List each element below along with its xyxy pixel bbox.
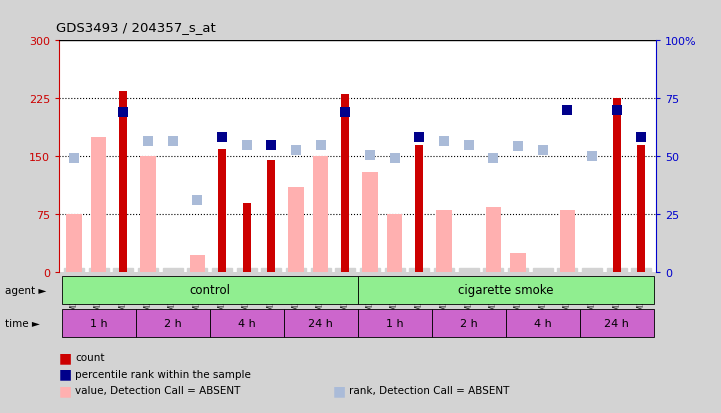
- Bar: [66, 215, 81, 273]
- Bar: [510, 253, 526, 273]
- Point: [562, 107, 573, 114]
- Bar: [613, 99, 621, 273]
- Bar: [486, 207, 501, 273]
- Point: [463, 142, 474, 149]
- Point: [142, 138, 154, 145]
- Text: time ►: time ►: [5, 318, 40, 328]
- Point: [389, 155, 400, 162]
- Bar: [283, 309, 358, 337]
- Text: ■: ■: [333, 383, 346, 397]
- Bar: [559, 211, 575, 273]
- Point: [635, 134, 647, 141]
- Point: [364, 152, 376, 159]
- Point: [192, 197, 203, 204]
- Text: agent ►: agent ►: [5, 285, 46, 295]
- Bar: [61, 276, 358, 304]
- Bar: [432, 309, 505, 337]
- Text: ■: ■: [59, 350, 72, 364]
- Point: [290, 147, 301, 154]
- Bar: [387, 215, 402, 273]
- Text: ■: ■: [59, 367, 72, 381]
- Bar: [190, 256, 205, 273]
- Point: [68, 155, 80, 162]
- Text: cigarette smoke: cigarette smoke: [458, 284, 554, 297]
- Point: [216, 134, 228, 141]
- Point: [438, 138, 450, 145]
- Text: 24 h: 24 h: [308, 318, 333, 328]
- Bar: [210, 309, 283, 337]
- Bar: [580, 309, 654, 337]
- Bar: [61, 309, 136, 337]
- Bar: [267, 161, 275, 273]
- Point: [414, 134, 425, 141]
- Text: 2 h: 2 h: [164, 318, 182, 328]
- Bar: [91, 138, 106, 273]
- Bar: [141, 157, 156, 273]
- Point: [340, 110, 351, 116]
- Bar: [288, 188, 304, 273]
- Point: [487, 155, 499, 162]
- Text: ■: ■: [59, 383, 72, 397]
- Text: count: count: [75, 352, 105, 362]
- Bar: [119, 91, 127, 273]
- Text: 4 h: 4 h: [238, 318, 255, 328]
- Text: value, Detection Call = ABSENT: value, Detection Call = ABSENT: [75, 385, 240, 395]
- Point: [118, 110, 129, 116]
- Bar: [637, 145, 645, 273]
- Text: rank, Detection Call = ABSENT: rank, Detection Call = ABSENT: [349, 385, 509, 395]
- Point: [241, 142, 252, 149]
- Text: 1 h: 1 h: [90, 318, 107, 328]
- Bar: [136, 309, 210, 337]
- Text: 1 h: 1 h: [386, 318, 404, 328]
- Text: 24 h: 24 h: [604, 318, 629, 328]
- Bar: [358, 276, 654, 304]
- Point: [512, 144, 523, 150]
- Text: percentile rank within the sample: percentile rank within the sample: [75, 369, 251, 379]
- Text: GDS3493 / 204357_s_at: GDS3493 / 204357_s_at: [56, 21, 216, 34]
- Bar: [218, 149, 226, 273]
- Bar: [363, 172, 378, 273]
- Point: [265, 142, 277, 149]
- Point: [315, 142, 327, 149]
- Text: 2 h: 2 h: [460, 318, 477, 328]
- Bar: [505, 309, 580, 337]
- Bar: [313, 157, 328, 273]
- Bar: [415, 145, 423, 273]
- Bar: [243, 203, 251, 273]
- Point: [586, 154, 598, 160]
- Point: [611, 107, 622, 114]
- Text: control: control: [189, 284, 230, 297]
- Bar: [436, 211, 451, 273]
- Bar: [341, 95, 349, 273]
- Bar: [358, 309, 432, 337]
- Text: 4 h: 4 h: [534, 318, 552, 328]
- Point: [167, 138, 178, 145]
- Point: [537, 147, 549, 154]
